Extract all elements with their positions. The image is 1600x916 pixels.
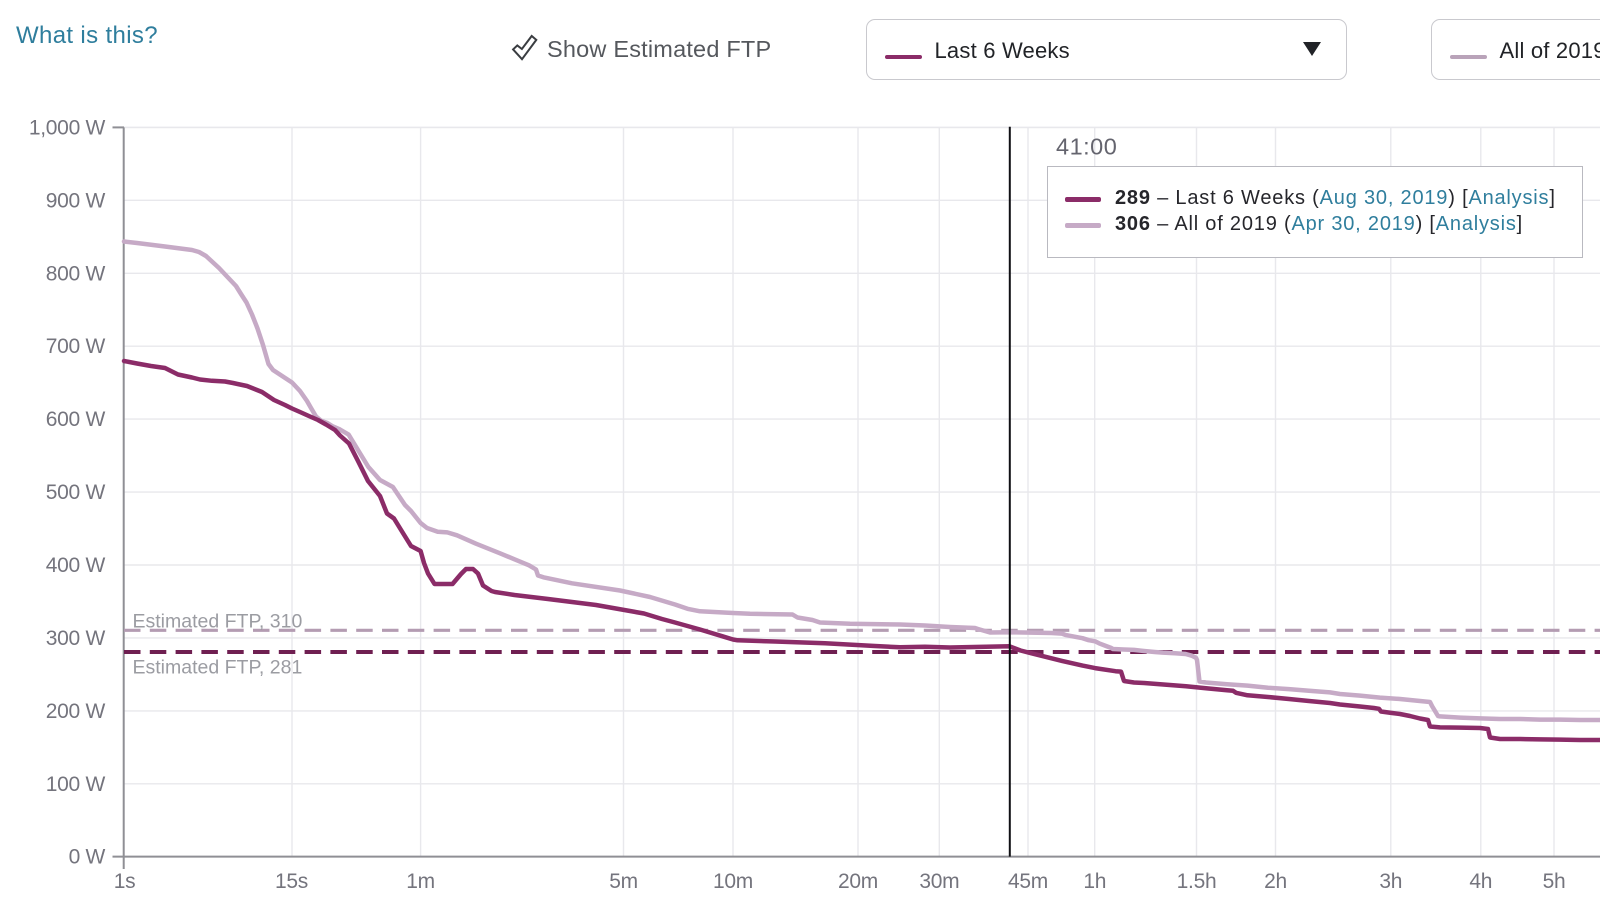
svg-text:300 W: 300 W: [46, 627, 106, 650]
svg-text:900 W: 900 W: [46, 189, 106, 212]
svg-text:2h: 2h: [1264, 870, 1287, 893]
svg-text:3h: 3h: [1379, 870, 1402, 893]
svg-text:45m: 45m: [1008, 870, 1048, 893]
svg-text:4h: 4h: [1469, 870, 1492, 893]
svg-text:600 W: 600 W: [46, 408, 106, 431]
svg-text:10m: 10m: [713, 870, 753, 893]
svg-text:1m: 1m: [406, 870, 435, 893]
svg-text:100 W: 100 W: [46, 773, 106, 796]
svg-text:200 W: 200 W: [46, 700, 106, 723]
svg-text:1,000 W: 1,000 W: [29, 116, 106, 139]
svg-text:5h: 5h: [1543, 870, 1566, 893]
svg-text:800 W: 800 W: [46, 262, 106, 285]
svg-text:41:00: 41:00: [1056, 134, 1117, 160]
svg-text:0 W: 0 W: [69, 846, 106, 869]
svg-text:1.5h: 1.5h: [1177, 870, 1217, 893]
svg-text:Estimated FTP, 310: Estimated FTP, 310: [133, 611, 303, 633]
svg-text:5m: 5m: [609, 870, 638, 893]
svg-text:15s: 15s: [275, 870, 308, 893]
svg-text:500 W: 500 W: [46, 481, 106, 504]
svg-text:1s: 1s: [114, 870, 136, 893]
svg-text:20m: 20m: [838, 870, 878, 893]
svg-text:30m: 30m: [919, 870, 959, 893]
svg-text:Estimated FTP, 281: Estimated FTP, 281: [133, 657, 303, 679]
svg-text:400 W: 400 W: [46, 554, 106, 577]
svg-text:1h: 1h: [1083, 870, 1106, 893]
svg-text:700 W: 700 W: [46, 335, 106, 358]
